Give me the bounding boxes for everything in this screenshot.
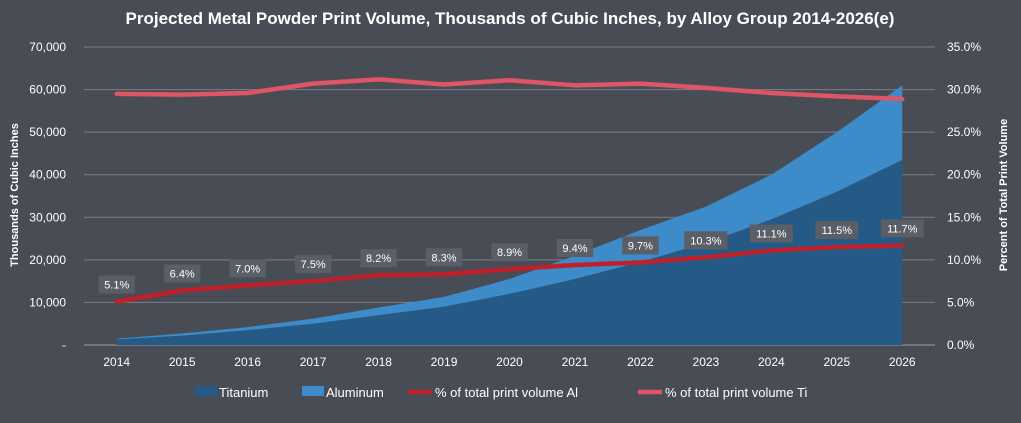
y-tick-label: 20,000: [29, 253, 66, 267]
legend-label: % of total print volume Ti: [665, 385, 807, 400]
y2-tick-label: 25.0%: [947, 125, 981, 139]
data-label-box: [749, 224, 793, 243]
legend-swatch: [195, 386, 217, 396]
x-tick-label: 2019: [431, 355, 458, 369]
data-label-box: [98, 275, 135, 294]
data-label-box: [815, 221, 859, 240]
x-tick-label: 2026: [889, 355, 916, 369]
y2-axis-title: Percent of Total Print Volume: [998, 119, 1010, 271]
data-label-box: [360, 249, 397, 268]
x-tick-label: 2014: [103, 355, 130, 369]
data-label: 8.2%: [366, 253, 391, 265]
y2-tick-label: 35.0%: [947, 40, 981, 54]
data-label: 8.3%: [431, 252, 456, 264]
x-tick-label: 2016: [234, 355, 261, 369]
data-labels: 5.1% 6.4% 7.0% 7.5% 8.2% 8.3% 8.9% 9.4% 9.7% 10.3…: [98, 219, 924, 294]
data-label: 5.1%: [104, 280, 129, 292]
data-label-box: [556, 238, 594, 257]
data-label-box: [491, 243, 528, 262]
legend-label: Titanium: [219, 385, 268, 400]
y2-tick-label: 0.0%: [947, 338, 975, 352]
data-label: 11.7%: [887, 223, 918, 235]
y-tick-label: 40,000: [29, 168, 66, 182]
y-tick-label: 30,000: [29, 210, 66, 224]
x-tick-label: 2024: [758, 355, 785, 369]
data-label: 9.7%: [628, 240, 653, 252]
data-label: 7.0%: [235, 263, 260, 275]
data-label-box: [229, 259, 266, 278]
area-titanium: [116, 159, 903, 345]
y-tick-label: 50,000: [29, 125, 66, 139]
data-label: 11.1%: [756, 228, 787, 240]
x-tick-label: 2022: [627, 355, 654, 369]
left-axis-ticks: - 10,000 20,000 30,000 40,000 50,000 60,000 70,…: [29, 40, 66, 352]
y2-tick-label: 30.0%: [947, 83, 981, 97]
y2-tick-label: 5.0%: [947, 295, 975, 309]
legend-label: Aluminum: [326, 385, 384, 400]
data-label: 7.5%: [301, 259, 326, 271]
y2-tick-label: 20.0%: [947, 168, 981, 182]
data-label-box: [880, 219, 924, 238]
data-label-box: [294, 255, 332, 274]
chart-title: Projected Metal Powder Print Volume, Tho…: [126, 9, 895, 28]
legend: Titanium Aluminum % of total print volume …: [195, 385, 807, 400]
y2-tick-label: 10.0%: [947, 253, 981, 267]
area-aluminum: [116, 85, 903, 340]
data-label: 10.3%: [690, 235, 721, 247]
right-axis-ticks: 0.0% 5.0% 10.0% 15.0% 20.0% 25.0% 30.0% 35.0%: [947, 40, 981, 352]
x-tick-label: 2015: [169, 355, 196, 369]
data-label: 9.4%: [562, 243, 587, 255]
y-tick-label: 10,000: [29, 295, 66, 309]
x-tick-label: 2023: [693, 355, 720, 369]
x-tick-label: 2017: [300, 355, 327, 369]
data-label-box: [622, 236, 659, 255]
y-tick-label: 60,000: [29, 83, 66, 97]
y-tick-label: -: [62, 338, 66, 352]
area-series: [116, 85, 903, 345]
x-tick-label: 2025: [823, 355, 850, 369]
x-axis-ticks: 2014 2015 2016 2017 2018 2019 2020 2021 2022 2023…: [103, 355, 916, 369]
data-label-box: [684, 231, 728, 250]
data-label-box: [163, 264, 201, 283]
x-tick-label: 2020: [496, 355, 523, 369]
data-label-box: [425, 248, 463, 267]
data-label: 11.5%: [822, 225, 853, 237]
data-label: 6.4%: [170, 269, 195, 281]
y2-tick-label: 15.0%: [947, 210, 981, 224]
x-tick-label: 2021: [562, 355, 589, 369]
legend-swatch: [302, 386, 324, 396]
line-series: [114, 77, 905, 304]
y-axis-title: Thousands of Cubic Inches: [9, 123, 21, 267]
x-tick-label: 2018: [365, 355, 392, 369]
y-tick-label: 70,000: [29, 40, 66, 54]
data-label: 8.9%: [497, 247, 522, 259]
legend-label: % of total print volume Al: [435, 385, 578, 400]
